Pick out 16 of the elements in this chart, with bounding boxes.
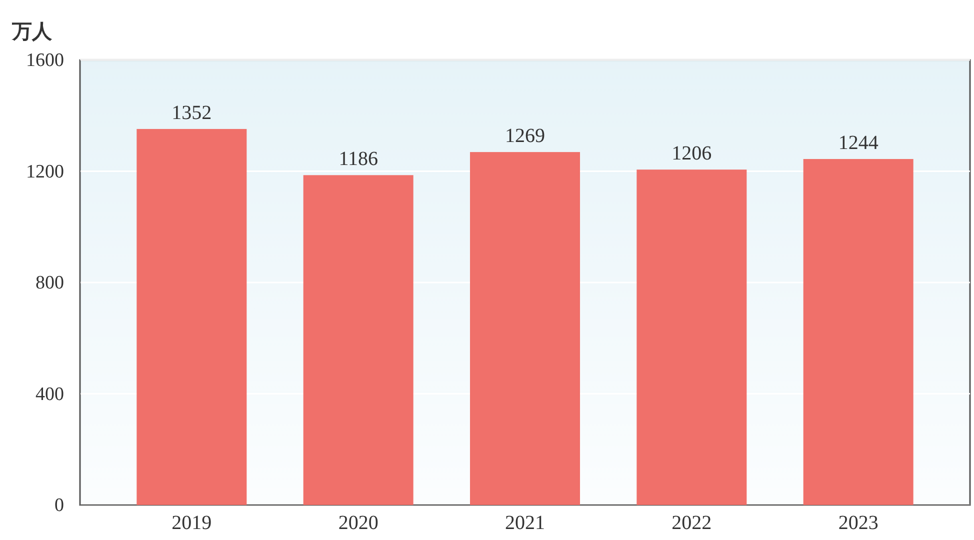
data-label: 1352 bbox=[172, 102, 212, 124]
x-tick-label: 2022 bbox=[672, 512, 712, 534]
data-label: 1186 bbox=[338, 148, 378, 170]
data-label: 1244 bbox=[838, 132, 878, 154]
y-axis-title: 万人 bbox=[11, 21, 53, 43]
x-tick-label: 2023 bbox=[838, 512, 878, 534]
y-tick-label: 800 bbox=[36, 272, 64, 294]
x-tick-label: 2021 bbox=[505, 512, 545, 534]
x-tick-label: 2020 bbox=[338, 512, 378, 534]
y-tick-label: 400 bbox=[36, 384, 64, 405]
y-tick-label: 1200 bbox=[26, 161, 64, 182]
data-label: 1269 bbox=[505, 125, 545, 148]
x-tick-label: 2019 bbox=[172, 512, 212, 534]
data-label: 1206 bbox=[672, 142, 712, 165]
y-tick-label: 1600 bbox=[26, 50, 64, 72]
y-tick-label: 0 bbox=[54, 495, 64, 516]
